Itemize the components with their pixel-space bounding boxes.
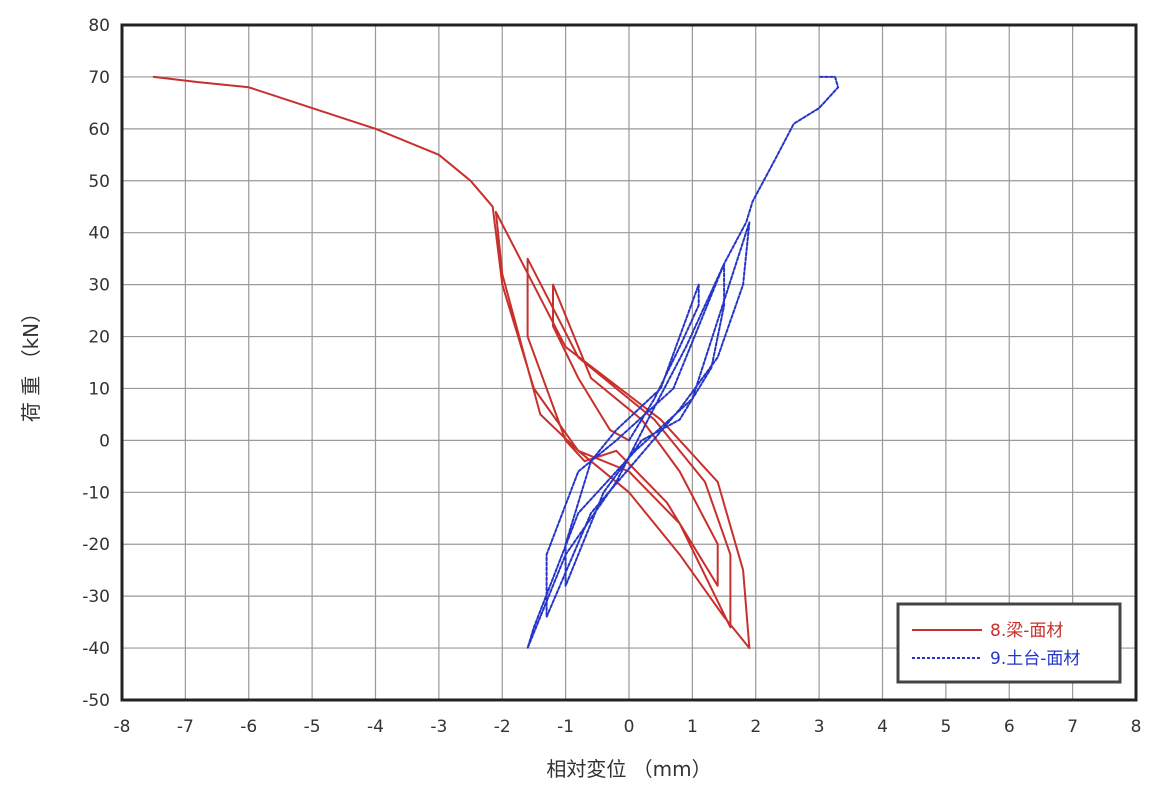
x-tick-label: -7 (177, 717, 194, 737)
y-tick-label: 40 (88, 224, 110, 244)
x-tick-label: -2 (494, 717, 511, 737)
x-tick-label: -5 (304, 717, 321, 737)
x-tick-label: -4 (367, 717, 384, 737)
legend-label-series-2: 9.土台-面材 (990, 649, 1080, 669)
series-line-1 (152, 75, 751, 650)
y-tick-label: 30 (88, 276, 110, 296)
y-tick-label: 80 (88, 16, 110, 36)
plot-frame (120, 23, 1138, 702)
x-axis-label: 相対変位 （mm） (546, 757, 711, 781)
x-tick-label: 5 (940, 717, 951, 737)
x-tick-label: -3 (430, 717, 447, 737)
series-line-2 (526, 75, 840, 650)
series-1 (152, 75, 751, 650)
legend: 8.梁-面材 9.土台-面材 (896, 602, 1122, 684)
y-tick-label: 60 (88, 120, 110, 140)
y-tick-label: 70 (88, 68, 110, 88)
x-tick-label: 0 (624, 717, 635, 737)
y-tick-label: -20 (82, 535, 110, 555)
legend-label-series-1: 8.梁-面材 (990, 621, 1063, 641)
x-tick-label: -1 (557, 717, 574, 737)
y-tick-label: 0 (99, 431, 110, 451)
y-tick-label: 20 (88, 328, 110, 348)
y-tick-label: -40 (82, 639, 110, 659)
y-tick-label: -10 (82, 483, 110, 503)
y-tick-label: -30 (82, 587, 110, 607)
series-2 (526, 75, 840, 650)
x-tick-label: 3 (814, 717, 825, 737)
y-tick-label: 50 (88, 172, 110, 192)
x-tick-label: -8 (114, 717, 131, 737)
x-tick-label: 4 (877, 717, 888, 737)
x-tick-label: 8 (1131, 717, 1142, 737)
y-axis-label: 荷 重 （kN） (19, 303, 43, 422)
y-tick-label: -50 (82, 691, 110, 711)
x-tick-label: 2 (750, 717, 761, 737)
x-tick-label: -6 (240, 717, 257, 737)
x-tick-label: 1 (687, 717, 698, 737)
x-tick-label: 7 (1067, 717, 1078, 737)
series-group (152, 75, 840, 650)
x-tick-label: 6 (1004, 717, 1015, 737)
tick-labels: -8 -7 -6 -5 -4 -3 -2 -1 0 1 2 3 4 5 6 7 8-50-40-30-20-10… (82, 16, 1141, 737)
y-tick-label: 10 (88, 379, 110, 399)
legend-box (896, 602, 1122, 684)
